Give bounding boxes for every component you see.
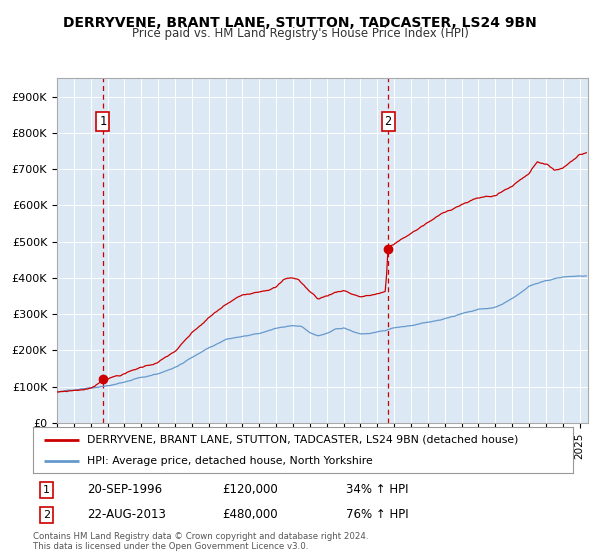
Text: Contains HM Land Registry data © Crown copyright and database right 2024.
This d: Contains HM Land Registry data © Crown c… <box>33 532 368 552</box>
Text: 2: 2 <box>385 115 392 128</box>
Text: 22-AUG-2013: 22-AUG-2013 <box>87 508 166 521</box>
Text: 76% ↑ HPI: 76% ↑ HPI <box>346 508 409 521</box>
Text: DERRYVENE, BRANT LANE, STUTTON, TADCASTER, LS24 9BN (detached house): DERRYVENE, BRANT LANE, STUTTON, TADCASTE… <box>87 435 518 445</box>
Text: 1: 1 <box>43 485 50 494</box>
Text: Price paid vs. HM Land Registry's House Price Index (HPI): Price paid vs. HM Land Registry's House … <box>131 27 469 40</box>
Text: £120,000: £120,000 <box>222 483 278 496</box>
Text: DERRYVENE, BRANT LANE, STUTTON, TADCASTER, LS24 9BN: DERRYVENE, BRANT LANE, STUTTON, TADCASTE… <box>63 16 537 30</box>
Text: £480,000: £480,000 <box>222 508 278 521</box>
Text: 1: 1 <box>99 115 106 128</box>
Text: HPI: Average price, detached house, North Yorkshire: HPI: Average price, detached house, Nort… <box>87 456 373 466</box>
Text: 2: 2 <box>43 510 50 520</box>
Text: 20-SEP-1996: 20-SEP-1996 <box>87 483 162 496</box>
Text: 34% ↑ HPI: 34% ↑ HPI <box>346 483 409 496</box>
